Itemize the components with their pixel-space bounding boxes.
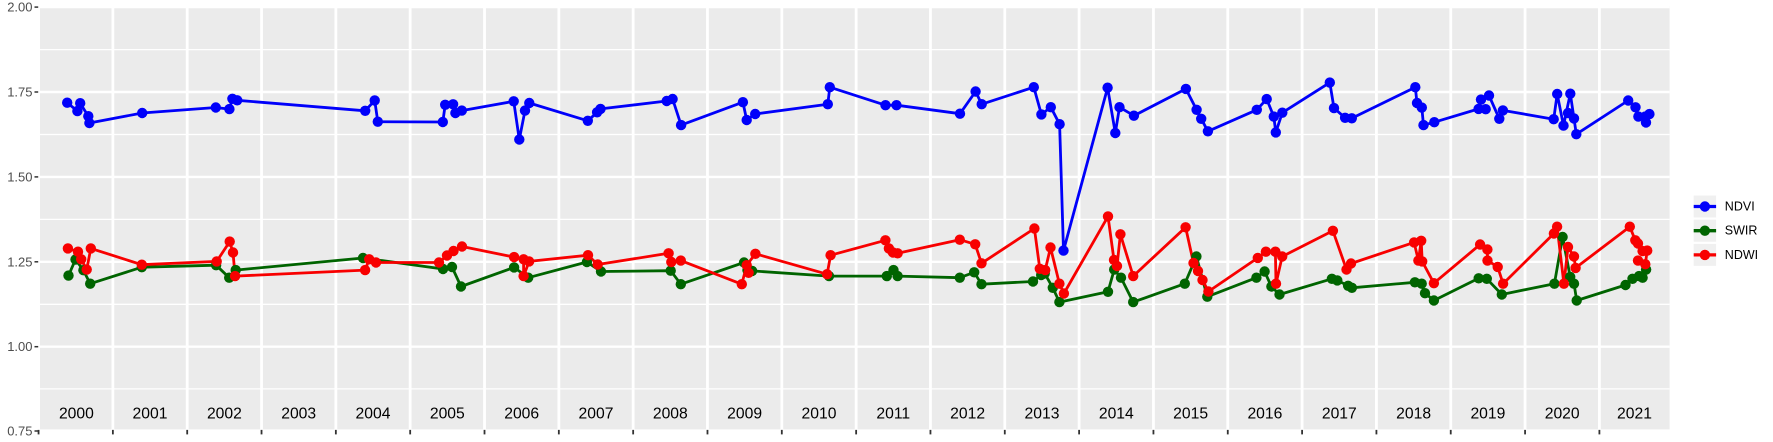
svg-text:2018: 2018 bbox=[1396, 406, 1431, 423]
svg-text:2003: 2003 bbox=[281, 406, 316, 423]
svg-text:2.00: 2.00 bbox=[7, 0, 32, 15]
svg-text:2002: 2002 bbox=[207, 406, 242, 423]
svg-text:2011: 2011 bbox=[876, 406, 910, 423]
svg-text:1.75: 1.75 bbox=[7, 85, 32, 100]
svg-text:1.50: 1.50 bbox=[7, 169, 32, 184]
svg-text:2000: 2000 bbox=[59, 406, 94, 423]
svg-text:0.75: 0.75 bbox=[7, 424, 32, 439]
svg-text:NDWI: NDWI bbox=[1725, 248, 1758, 262]
svg-text:2009: 2009 bbox=[727, 406, 762, 423]
svg-text:2017: 2017 bbox=[1322, 406, 1357, 423]
svg-text:2013: 2013 bbox=[1025, 406, 1060, 423]
svg-text:1.25: 1.25 bbox=[7, 254, 32, 269]
svg-text:2015: 2015 bbox=[1173, 406, 1208, 423]
svg-text:2004: 2004 bbox=[356, 406, 391, 423]
svg-text:2010: 2010 bbox=[802, 406, 837, 423]
svg-text:NDVI: NDVI bbox=[1725, 200, 1755, 214]
svg-text:SWIR: SWIR bbox=[1725, 224, 1758, 238]
svg-text:2020: 2020 bbox=[1545, 406, 1580, 423]
svg-text:1.00: 1.00 bbox=[7, 339, 32, 354]
svg-text:2005: 2005 bbox=[430, 406, 465, 423]
svg-text:2012: 2012 bbox=[950, 406, 985, 423]
svg-text:2006: 2006 bbox=[504, 406, 539, 423]
svg-text:2001: 2001 bbox=[133, 406, 168, 423]
svg-text:2019: 2019 bbox=[1470, 406, 1505, 423]
svg-text:2007: 2007 bbox=[579, 406, 614, 423]
svg-text:2021: 2021 bbox=[1617, 406, 1652, 423]
svg-text:2016: 2016 bbox=[1247, 406, 1282, 423]
svg-text:2014: 2014 bbox=[1099, 406, 1134, 423]
svg-text:2008: 2008 bbox=[653, 406, 688, 423]
